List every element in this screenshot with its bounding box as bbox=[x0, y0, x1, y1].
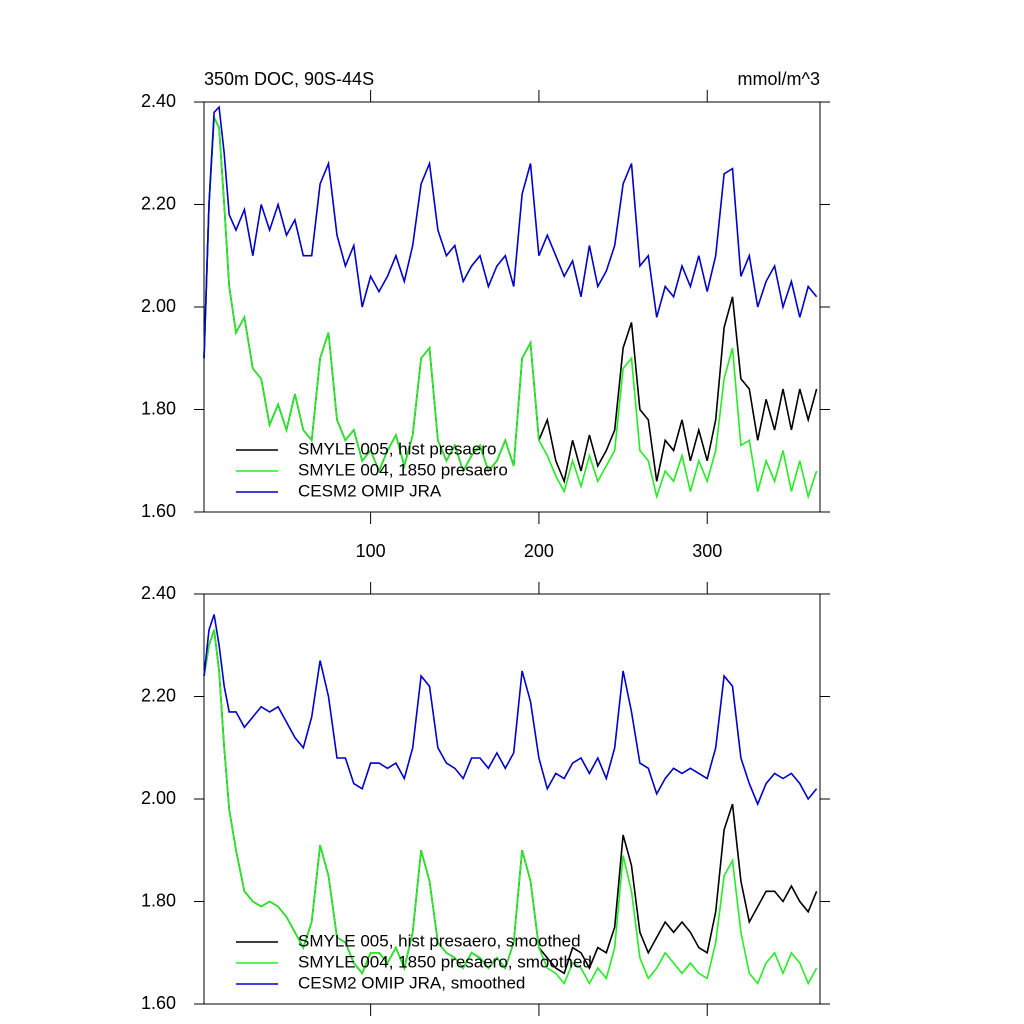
legend-label: CESM2 OMIP JRA, smoothed bbox=[298, 973, 525, 992]
data-line bbox=[203, 629, 818, 986]
x-tick-label: 300 bbox=[692, 541, 722, 561]
data-line bbox=[203, 614, 818, 807]
y-tick-label: 1.60 bbox=[141, 501, 176, 521]
y-tick-label: 2.00 bbox=[141, 296, 176, 316]
y-tick-label: 1.60 bbox=[141, 993, 176, 1013]
x-tick-label: 100 bbox=[356, 541, 386, 561]
data-line bbox=[203, 114, 818, 500]
y-tick-label: 2.40 bbox=[141, 91, 176, 111]
legend-label: CESM2 OMIP JRA bbox=[298, 481, 442, 500]
plot-frame bbox=[203, 101, 821, 513]
y-tick-label: 2.00 bbox=[141, 788, 176, 808]
units-label: mmol/m^3 bbox=[738, 69, 820, 89]
legend-label: SMYLE 005, hist presaero, smoothed bbox=[298, 931, 581, 950]
y-tick-label: 1.80 bbox=[141, 890, 176, 910]
y-tick-label: 2.20 bbox=[141, 685, 176, 705]
data-line bbox=[203, 105, 818, 359]
legend-label: SMYLE 004, 1850 presaero, smoothed bbox=[298, 952, 592, 971]
y-tick-label: 2.20 bbox=[141, 193, 176, 213]
data-line bbox=[203, 114, 818, 485]
y-tick-label: 2.40 bbox=[141, 583, 176, 603]
data-line bbox=[203, 629, 818, 975]
legend-label: SMYLE 004, 1850 presaero bbox=[298, 460, 508, 479]
chart-title: 350m DOC, 90S-44S bbox=[204, 69, 374, 89]
y-tick-label: 1.80 bbox=[141, 398, 176, 418]
x-tick-label: 200 bbox=[524, 541, 554, 561]
legend-label: SMYLE 005, hist presaero bbox=[298, 439, 496, 458]
